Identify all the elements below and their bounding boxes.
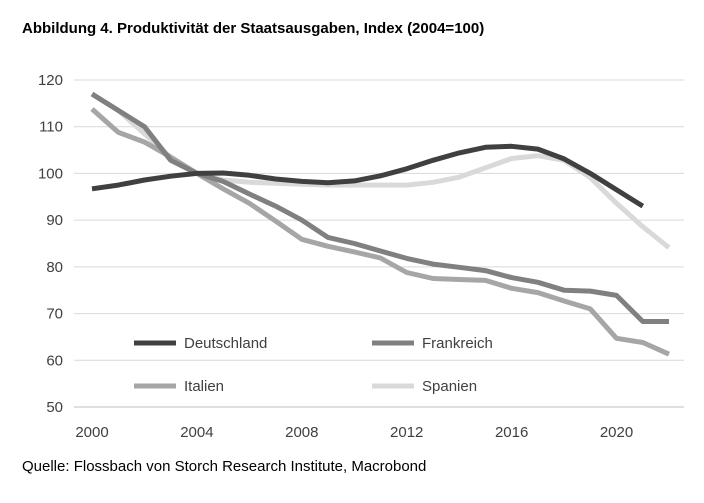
legend: Deutschland Frankreich Italien Spanien — [134, 335, 493, 395]
y-tick-label: 70 — [46, 306, 63, 323]
source-note: Quelle: Flossbach von Storch Research In… — [22, 458, 427, 475]
y-tick-label: 60 — [46, 352, 63, 369]
legend-label-italien: Italien — [184, 378, 224, 395]
y-tick-label: 120 — [38, 72, 63, 89]
y-tick-label: 110 — [39, 119, 63, 136]
y-tick-label: 50 — [46, 399, 63, 416]
legend-label-spanien: Spanien — [422, 378, 477, 395]
legend-label-deutschland: Deutschland — [184, 335, 267, 352]
grid-lines — [74, 79, 684, 408]
x-tick-label: 2020 — [600, 424, 633, 441]
series-line-deutschland — [91, 143, 645, 209]
series-line-frankreich — [90, 91, 669, 324]
x-tick-label: 2016 — [495, 424, 528, 441]
x-axis-ticks: 2000 2004 2008 2012 2016 2020 — [75, 424, 633, 441]
x-tick-label: 2004 — [180, 424, 213, 441]
x-tick-label: 2012 — [390, 424, 423, 441]
series-lines — [90, 91, 671, 357]
y-tick-label: 90 — [46, 212, 63, 229]
x-tick-label: 2008 — [285, 424, 318, 441]
legend-label-frankreich: Frankreich — [422, 335, 493, 352]
y-tick-label: 80 — [46, 259, 63, 276]
chart-title: Abbildung 4. Produktivität der Staatsaus… — [22, 20, 485, 37]
x-tick-label: 2000 — [75, 424, 108, 441]
y-axis-ticks: 50 60 70 80 90 100 110 120 — [38, 72, 63, 416]
y-tick-label: 100 — [38, 165, 63, 182]
series-line-italien — [90, 107, 671, 357]
